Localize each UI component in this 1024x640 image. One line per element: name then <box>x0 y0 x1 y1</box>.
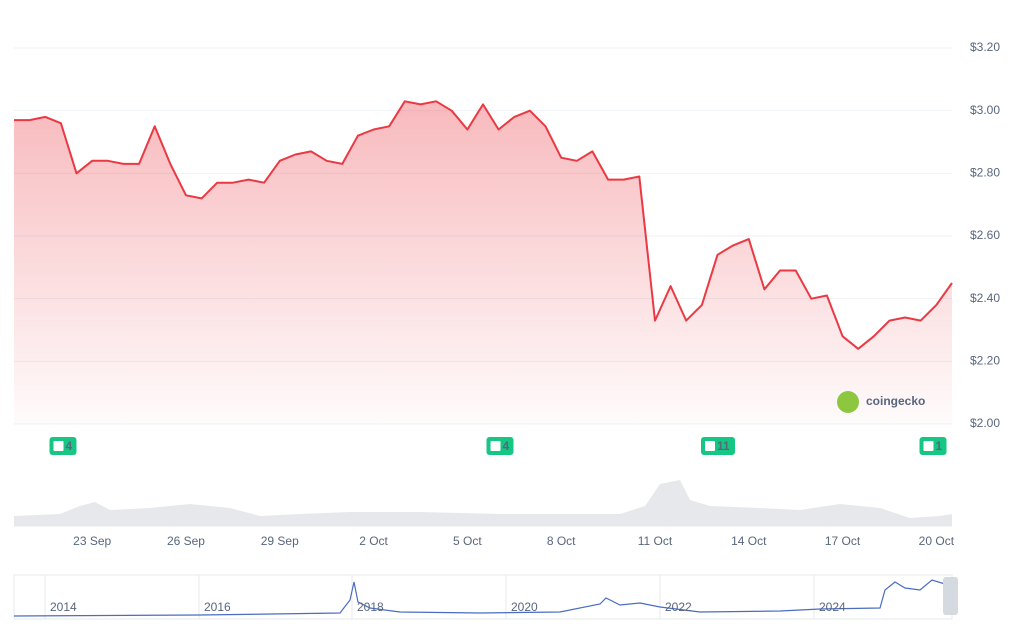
x-tick-label: 8 Oct <box>547 534 576 548</box>
navigator-label: 2016 <box>204 600 231 614</box>
badge-count: 1 <box>936 439 943 453</box>
x-tick-label: 5 Oct <box>453 534 482 548</box>
event-badge[interactable]: 11 <box>701 437 735 455</box>
navigator-label: 2018 <box>357 600 384 614</box>
x-tick-label: 26 Sep <box>167 534 205 548</box>
x-tick-label: 23 Sep <box>73 534 111 548</box>
navigator-handle[interactable] <box>943 577 958 615</box>
badge-count: 11 <box>717 439 730 453</box>
y-tick-label: $3.20 <box>970 40 1000 54</box>
watermark: coingecko <box>866 394 925 408</box>
badge-count: 4 <box>503 439 510 453</box>
badge-icon <box>705 441 715 451</box>
y-tick-label: $2.40 <box>970 291 1000 305</box>
price-area <box>14 101 952 425</box>
navigator-dividers <box>44 575 815 619</box>
price-line <box>14 100 953 350</box>
y-tick-label: $3.00 <box>970 103 1000 117</box>
x-tick-label: 20 Oct <box>919 534 955 548</box>
watermark-logo <box>837 391 859 413</box>
badge-count: 4 <box>66 439 73 453</box>
y-tick-label: $2.00 <box>970 416 1000 430</box>
event-badge[interactable]: 1 <box>919 437 947 455</box>
y-tick-label: $2.60 <box>970 228 1000 242</box>
y-tick-label: $2.20 <box>970 354 1000 368</box>
event-badge[interactable]: 4 <box>486 437 514 455</box>
navigator-line <box>13 579 953 617</box>
navigator-label: 2022 <box>665 600 692 614</box>
badge-icon <box>490 441 501 451</box>
x-tick-label: 11 Oct <box>638 534 673 548</box>
volume-area <box>14 480 952 526</box>
event-badge[interactable]: 4 <box>49 437 77 455</box>
navigator-label: 2024 <box>819 600 846 614</box>
x-tick-label: 17 Oct <box>825 534 861 548</box>
navigator-label: 2014 <box>50 600 77 614</box>
x-tick-label: 14 Oct <box>731 534 767 548</box>
badge-icon <box>53 441 64 451</box>
badge-icon <box>923 441 934 451</box>
x-tick-label: 2 Oct <box>359 534 388 548</box>
navigator-label: 2020 <box>511 600 538 614</box>
y-tick-label: $2.80 <box>970 166 1000 180</box>
x-tick-label: 29 Sep <box>261 534 299 548</box>
